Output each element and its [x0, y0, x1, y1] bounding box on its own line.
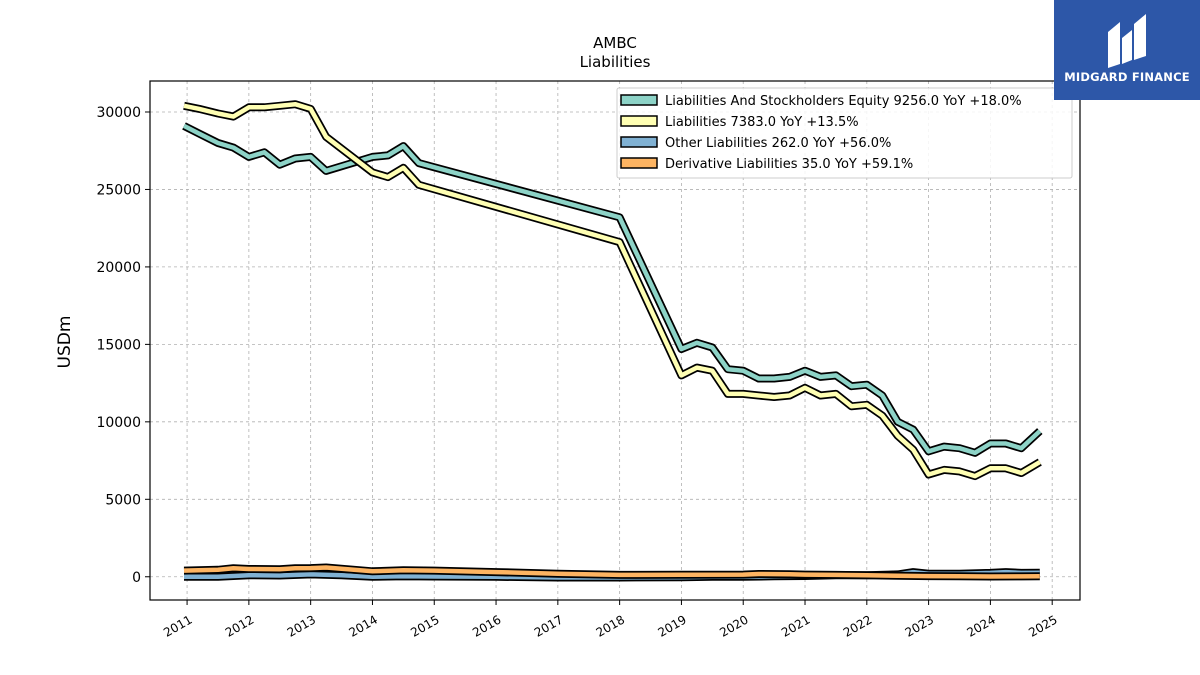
x-tick-label: 2013: [285, 612, 318, 639]
series-line-liabilities: [183, 101, 1041, 479]
chart-subtitle: Liabilities: [580, 53, 651, 71]
y-tick-label: 5000: [105, 492, 141, 508]
brand-logo: MIDGARD FINANCE: [1054, 0, 1200, 100]
y-axis-ticks: 0 5000 10000 15000 20000 25000 30000: [96, 105, 150, 586]
legend-swatch: [620, 115, 658, 127]
y-tick-label: 30000: [96, 105, 141, 121]
x-tick-label: 2018: [594, 612, 627, 639]
y-tick-label: 25000: [96, 182, 141, 198]
legend-entry: Liabilities 7383.0 YoY +13.5%: [665, 115, 859, 130]
x-tick-label: 2015: [408, 612, 441, 639]
legend-box: [616, 87, 1073, 179]
legend-swatch: [620, 94, 658, 106]
legend-entry: Derivative Liabilities 35.0 YoY +59.1%: [665, 157, 913, 172]
legend: Liabilities And Stockholders Equity 9256…: [616, 87, 1073, 179]
series-line-liabilities-and-stockholders-equity: [182, 123, 1042, 456]
x-tick-label: 2023: [903, 612, 936, 639]
y-axis-label: USDm: [55, 316, 75, 369]
legend-swatch: [620, 157, 658, 169]
x-tick-label: 2021: [779, 612, 812, 639]
x-tick-label: 2014: [347, 612, 380, 639]
midgard-logo-icon: [1108, 14, 1146, 68]
x-tick-label: 2011: [161, 612, 194, 639]
x-tick-label: 2022: [841, 612, 874, 639]
legend-swatch: [620, 136, 658, 148]
series-line-derivative-liabilities: [183, 565, 1040, 579]
x-axis-ticks: 2011 2012 2013 2014 2015 2016 2017 2018 2019 2020…: [161, 600, 1060, 640]
legend-entry: Other Liabilities 262.0 YoY +56.0%: [665, 136, 891, 151]
x-tick-label: 2020: [717, 612, 750, 639]
x-tick-label: 2019: [655, 612, 688, 639]
plot-frame: [149, 80, 1081, 601]
x-tick-label: 2012: [223, 612, 256, 639]
x-tick-label: 2016: [470, 612, 503, 639]
x-tick-label: 2024: [964, 612, 997, 639]
y-tick-label: 20000: [96, 260, 141, 276]
y-tick-label: 10000: [96, 415, 141, 431]
brand-name: MIDGARD FINANCE: [1064, 70, 1190, 84]
y-tick-label: 15000: [96, 337, 141, 353]
x-tick-label: 2025: [1026, 612, 1059, 639]
series-layer: [182, 100, 1043, 582]
y-tick-label: 0: [132, 570, 141, 586]
x-tick-label: 2017: [532, 612, 565, 639]
chart-title: AMBC: [593, 34, 637, 52]
legend-entry: Liabilities And Stockholders Equity 9256…: [665, 94, 1022, 109]
